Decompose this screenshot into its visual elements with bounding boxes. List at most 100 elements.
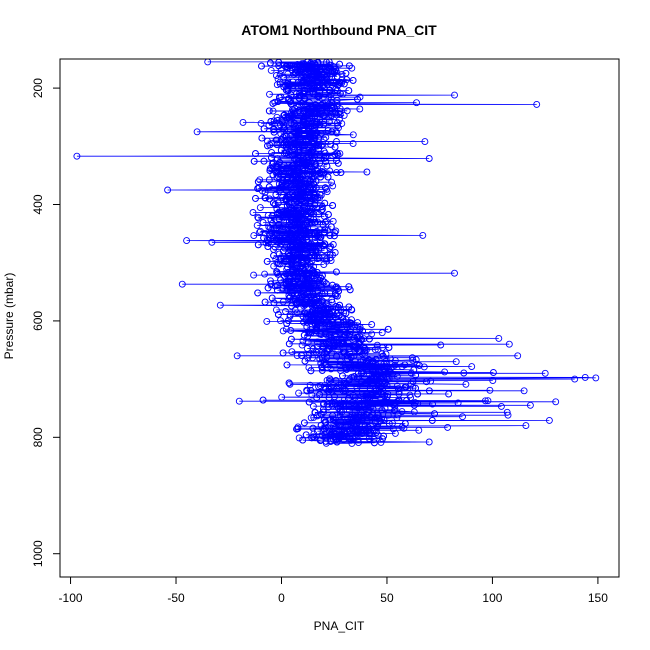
data-point xyxy=(349,76,357,84)
data-point xyxy=(319,242,327,250)
data-point xyxy=(305,124,313,132)
data-point xyxy=(342,387,350,395)
data-point xyxy=(260,125,268,133)
data-point xyxy=(346,435,354,443)
data-point xyxy=(250,232,258,240)
data-point xyxy=(280,123,288,131)
data-point xyxy=(312,184,320,192)
data-point xyxy=(520,387,528,395)
data-point xyxy=(349,391,357,399)
data-point xyxy=(280,161,288,169)
data-point xyxy=(504,411,512,419)
data-point xyxy=(318,203,326,211)
data-point xyxy=(362,379,370,387)
data-point xyxy=(391,402,399,410)
data-point xyxy=(331,393,338,401)
data-point xyxy=(355,396,363,404)
data-point xyxy=(384,411,392,419)
data-point xyxy=(265,223,273,231)
data-point xyxy=(390,407,398,415)
data-point xyxy=(344,394,352,402)
data-point xyxy=(323,67,331,75)
data-point xyxy=(347,353,355,361)
data-point xyxy=(349,131,357,139)
data-point xyxy=(346,325,354,333)
data-point xyxy=(267,118,275,125)
data-point xyxy=(337,358,344,365)
data-point xyxy=(284,250,292,258)
data-point xyxy=(325,113,333,121)
data-point xyxy=(468,363,476,371)
data-point xyxy=(295,434,303,442)
data-point xyxy=(321,314,329,322)
data-point xyxy=(361,362,369,370)
data-point xyxy=(329,386,337,394)
data-point xyxy=(323,323,331,331)
data-point xyxy=(348,64,356,72)
data-point xyxy=(371,395,379,403)
data-point xyxy=(323,188,331,196)
data-point xyxy=(395,388,403,396)
data-point xyxy=(338,340,346,348)
data-point xyxy=(408,354,416,362)
data-point xyxy=(410,408,418,416)
data-point xyxy=(293,352,301,360)
data-point xyxy=(324,400,332,408)
data-point xyxy=(391,429,399,437)
data-point xyxy=(327,317,335,324)
data-point xyxy=(284,150,292,158)
data-point xyxy=(277,276,285,284)
data-point xyxy=(272,136,280,144)
data-point xyxy=(364,394,372,402)
data-point xyxy=(315,141,323,149)
data-point xyxy=(431,410,438,418)
data-point xyxy=(314,194,322,202)
data-point xyxy=(347,421,355,429)
data-point xyxy=(333,385,340,392)
data-point xyxy=(320,228,328,236)
data-point xyxy=(265,121,273,129)
y-tick-label: 200 xyxy=(31,78,45,98)
data-point xyxy=(300,318,308,326)
data-point xyxy=(332,128,340,136)
data-point xyxy=(318,363,326,371)
data-point xyxy=(322,349,330,357)
data-point xyxy=(310,430,318,438)
data-point xyxy=(489,369,497,376)
data-point xyxy=(304,238,312,246)
data-point xyxy=(333,169,340,177)
data-point xyxy=(327,376,335,384)
data-point xyxy=(481,397,489,405)
data-point xyxy=(264,284,272,292)
data-point xyxy=(332,424,340,431)
data-point xyxy=(320,135,328,143)
data-point xyxy=(273,174,281,182)
x-axis-label: PNA_CIT xyxy=(314,619,365,633)
data-point xyxy=(307,317,314,325)
data-point xyxy=(545,416,553,424)
data-point xyxy=(414,390,422,398)
data-point xyxy=(301,126,309,134)
data-point xyxy=(272,72,280,79)
data-point xyxy=(289,221,297,229)
data-point xyxy=(454,399,462,407)
data-point xyxy=(264,137,271,145)
data-point xyxy=(412,384,419,392)
data-point xyxy=(437,341,445,349)
data-point xyxy=(263,317,271,325)
data-point xyxy=(383,360,390,368)
data-point xyxy=(361,423,369,431)
data-point xyxy=(257,119,265,127)
data-point xyxy=(355,439,362,447)
data-point xyxy=(323,255,330,263)
data-point xyxy=(349,399,356,406)
data-point xyxy=(339,315,347,323)
data-point xyxy=(319,140,327,148)
data-point xyxy=(310,140,318,148)
data-point xyxy=(460,369,468,377)
data-point xyxy=(425,387,433,395)
data-point xyxy=(320,313,328,321)
plot-frame xyxy=(59,58,620,578)
data-point xyxy=(268,149,276,156)
data-point xyxy=(302,431,310,439)
